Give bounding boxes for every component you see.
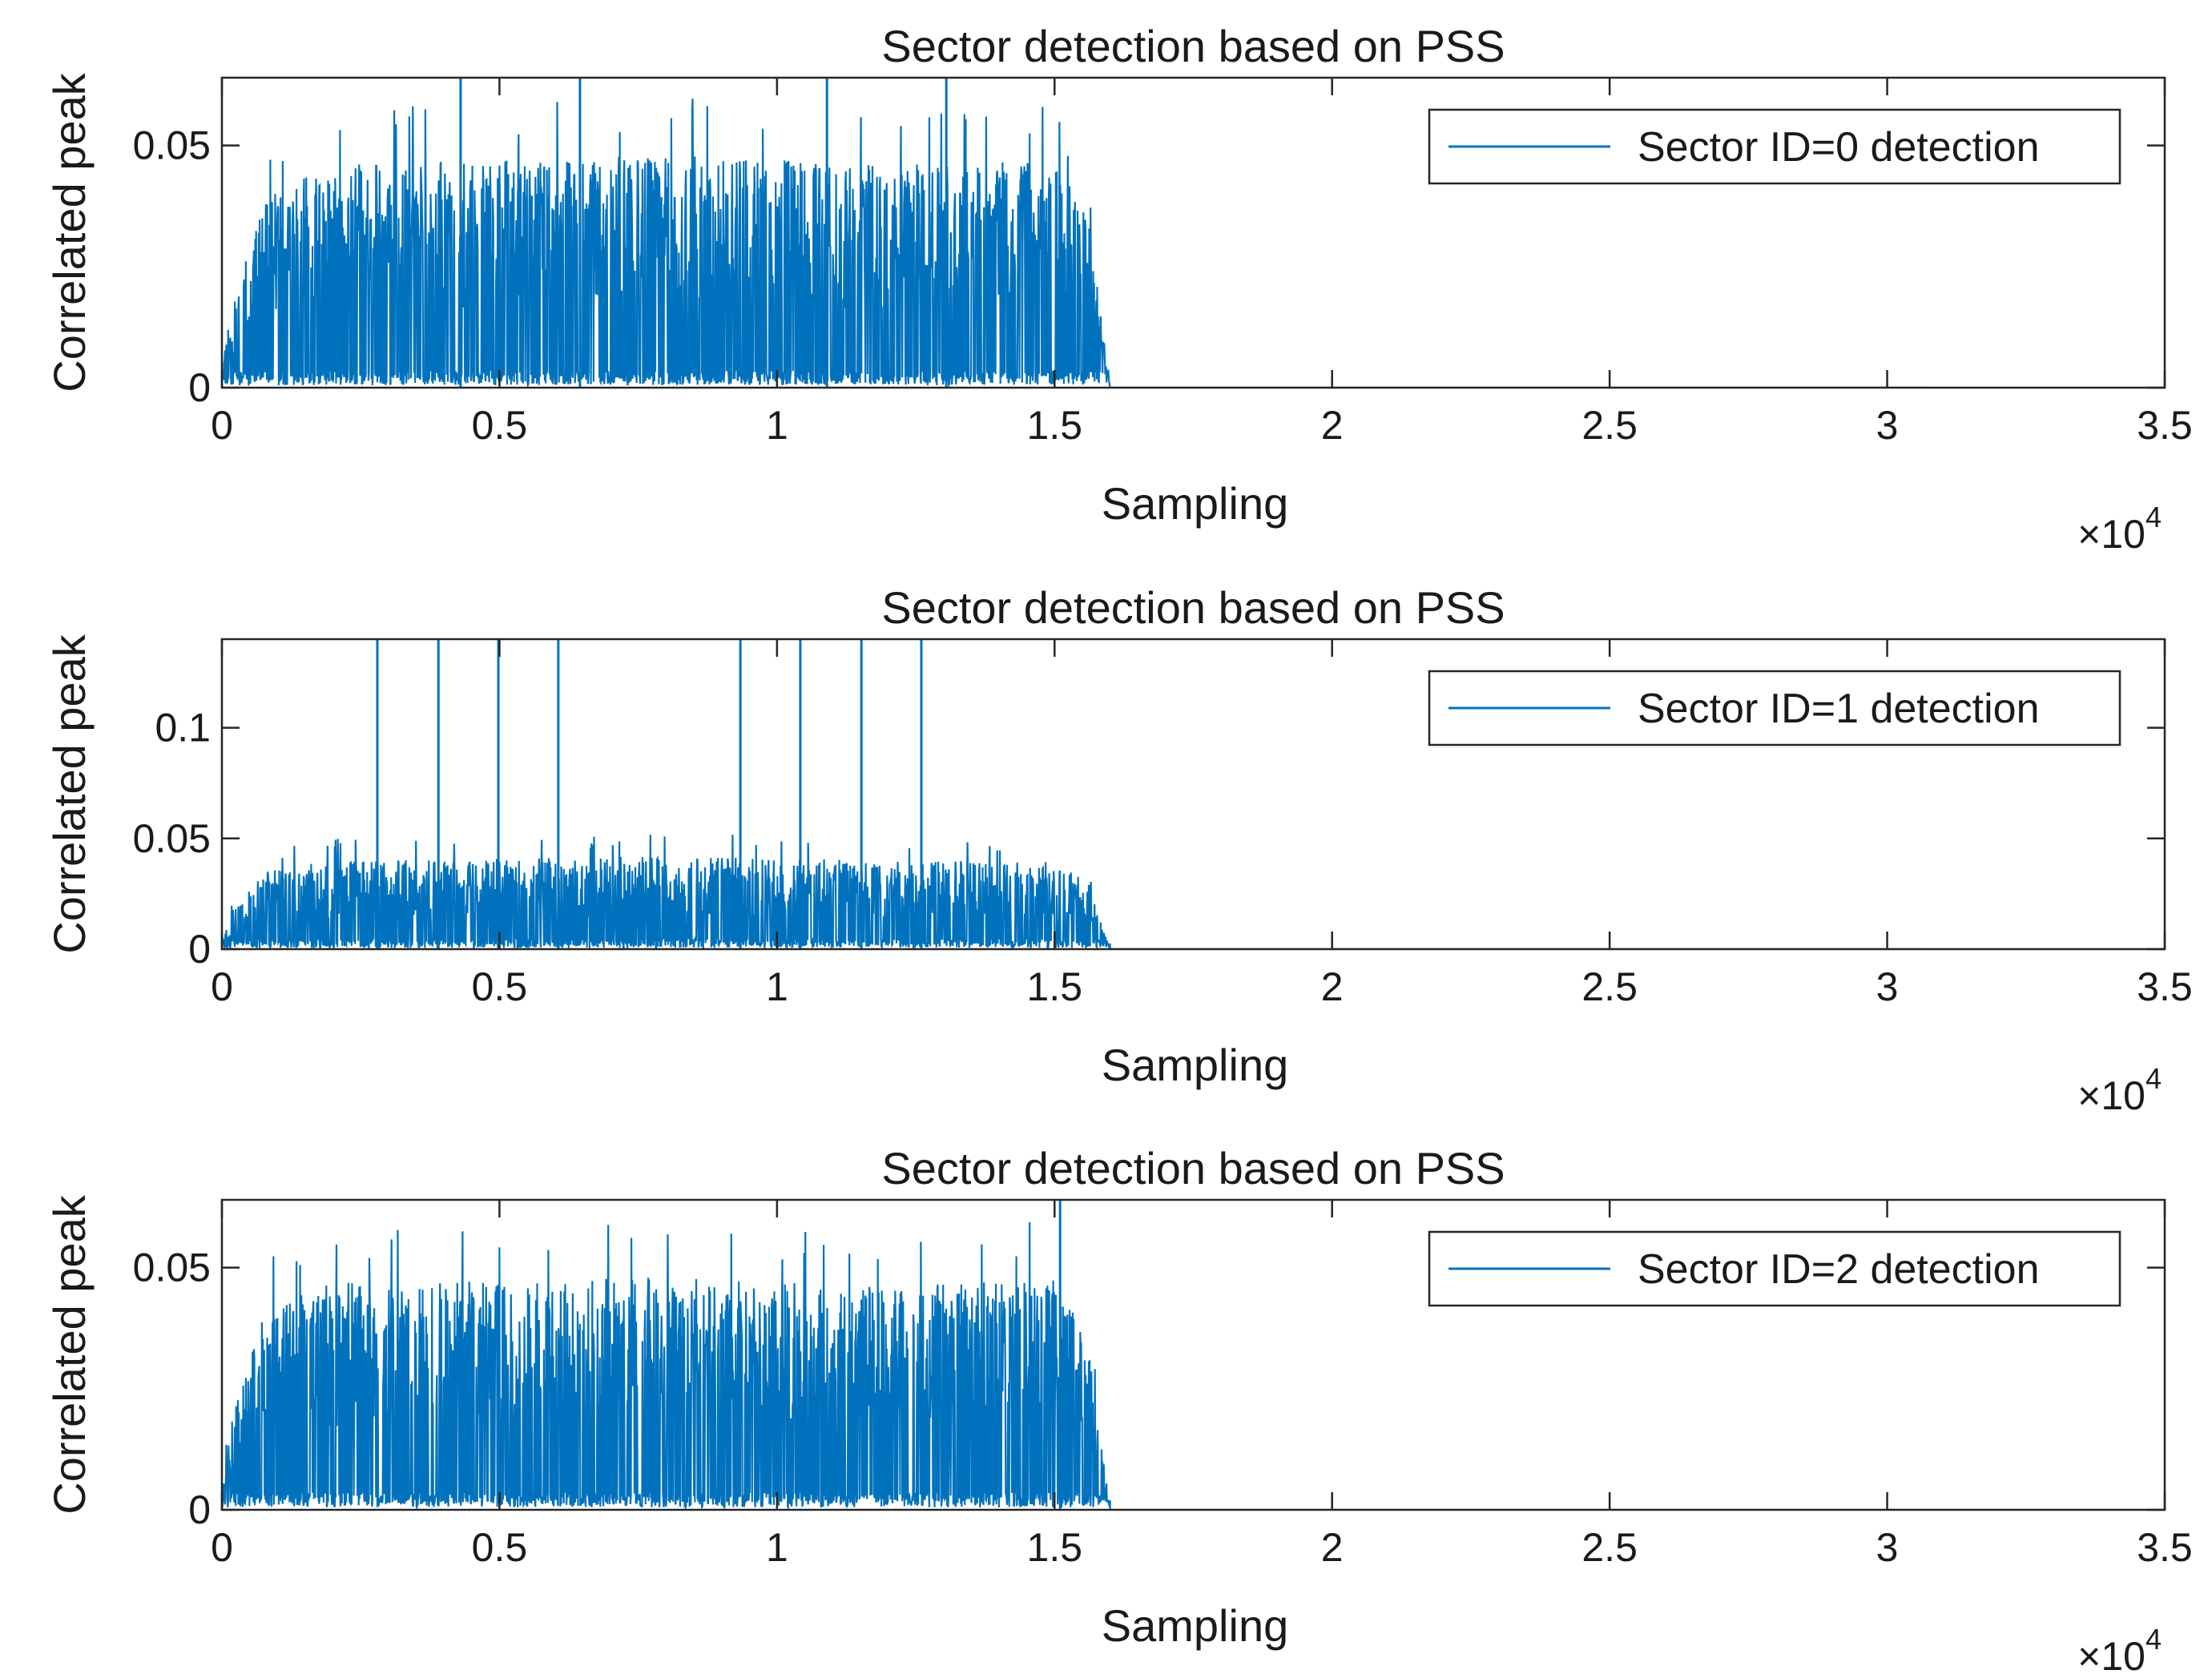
- x-tick-label: 0.5: [472, 1525, 528, 1570]
- x-axis-label: Sampling: [1102, 478, 1288, 529]
- x-tick-label: 2.5: [1581, 403, 1638, 448]
- legend-label: Sector ID=2 detection: [1638, 1246, 2040, 1293]
- x-tick-label: 3.5: [2137, 964, 2193, 1009]
- x-tick-label: 1: [766, 1525, 788, 1570]
- x-tick-label: 1: [766, 403, 788, 448]
- axes-box: [220, 638, 2166, 951]
- x-exponent-base: ×10: [2077, 512, 2146, 557]
- x-tick-label: 3.5: [2137, 403, 2193, 448]
- x-tick-label: 1: [766, 964, 788, 1009]
- y-tick-label: 0.05: [133, 123, 211, 168]
- legend: Sector ID=0 detection: [1428, 108, 2121, 185]
- x-tick-label: 1.5: [1027, 964, 1083, 1009]
- x-tick-label: 3: [1876, 964, 1899, 1009]
- x-tick-label: 2.5: [1581, 1525, 1638, 1570]
- y-axis-label: Correlated peak: [44, 72, 95, 392]
- x-tick-label: 2: [1321, 1525, 1344, 1570]
- x-tick-label: 0.5: [472, 403, 528, 448]
- x-tick-label: 2: [1321, 403, 1344, 448]
- x-axis-label: Sampling: [1102, 1040, 1288, 1090]
- x-exponent-label: ×104: [2077, 1623, 2162, 1674]
- x-tick-label: 3: [1876, 1525, 1899, 1570]
- x-exponent-power: 4: [2146, 501, 2162, 533]
- axes-box: [220, 76, 2166, 389]
- x-tick-label: 1.5: [1027, 1525, 1083, 1570]
- x-tick-label: 0: [211, 403, 233, 448]
- legend: Sector ID=2 detection: [1428, 1230, 2121, 1307]
- x-exponent-power: 4: [2146, 1062, 2162, 1095]
- legend: Sector ID=1 detection: [1428, 670, 2121, 746]
- series-line: [222, 1221, 1928, 1510]
- x-tick-label: 2: [1321, 964, 1344, 1009]
- legend-label: Sector ID=1 detection: [1638, 686, 2040, 732]
- y-tick-label: 0: [188, 927, 211, 972]
- x-tick-label: 0: [211, 1525, 233, 1570]
- x-exponent-power: 4: [2146, 1623, 2162, 1656]
- y-tick-label: 0.1: [155, 706, 211, 750]
- subplot-panels: 0 0.5 1 1.5 2 2.5 3 3.5 0 0.05 Sector detection ba…: [44, 21, 2193, 1674]
- x-exponent-base: ×10: [2077, 1073, 2146, 1118]
- x-tick-label: 3: [1876, 403, 1899, 448]
- axes-box: [220, 1198, 2166, 1511]
- subplot-2: 0 0.5 1 1.5 2 2.5 3 3.5 0 0.05 Sector detection ba…: [44, 1143, 2193, 1674]
- chart-title: Sector detection based on PSS: [881, 1143, 1505, 1193]
- x-exponent-label: ×104: [2077, 1062, 2162, 1118]
- x-axis-label: Sampling: [1102, 1600, 1288, 1651]
- x-exponent-label: ×104: [2077, 501, 2162, 557]
- x-exponent-base: ×10: [2077, 1634, 2146, 1674]
- x-tick-label: 1.5: [1027, 403, 1083, 448]
- chart-title: Sector detection based on PSS: [881, 582, 1505, 633]
- x-tick-label: 0: [211, 964, 233, 1009]
- y-tick-label: 0: [188, 365, 211, 410]
- legend-label: Sector ID=0 detection: [1638, 124, 2040, 171]
- x-tick-label: 3.5: [2137, 1525, 2193, 1570]
- x-tick-label: 0.5: [472, 964, 528, 1009]
- y-axis-label: Correlated peak: [44, 1194, 95, 1514]
- y-axis-label: Correlated peak: [44, 634, 95, 953]
- y-tick-label: 0: [188, 1487, 211, 1532]
- series-line: [222, 99, 1928, 388]
- series-line: [222, 835, 1928, 949]
- y-tick-label: 0.05: [133, 1245, 211, 1290]
- subplot-1: 0 0.5 1 1.5 2 2.5 3 3.5 0 0.05 0.1 Sector detection…: [44, 582, 2193, 1118]
- x-tick-label: 2.5: [1581, 964, 1638, 1009]
- subplot-0: 0 0.5 1 1.5 2 2.5 3 3.5 0 0.05 Sector detection ba…: [44, 21, 2193, 557]
- y-tick-label: 0.05: [133, 816, 211, 861]
- chart-title: Sector detection based on PSS: [881, 21, 1505, 71]
